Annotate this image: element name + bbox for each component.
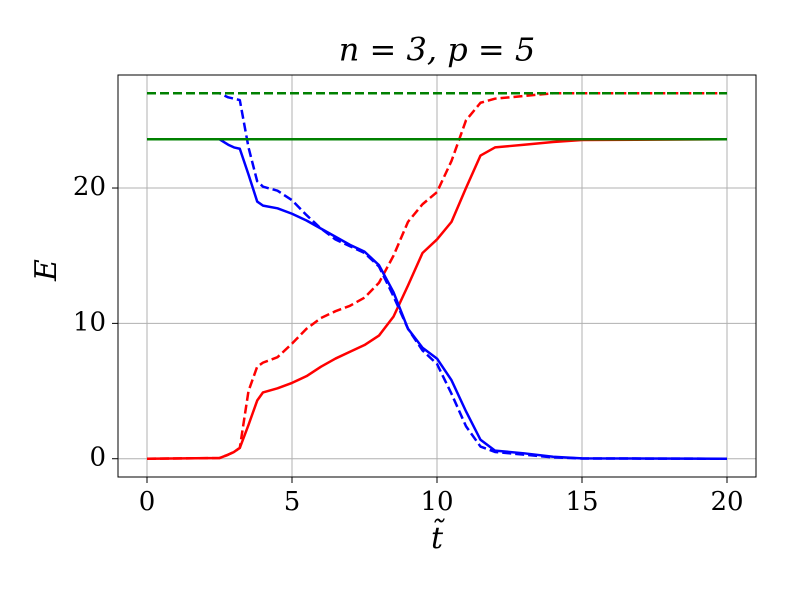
y-axis-label: E (29, 259, 64, 282)
chart-title: n = 3, p = 5 (339, 31, 535, 69)
x-tick-label: 0 (139, 487, 156, 517)
line-series (146, 138, 728, 460)
y-tick-label: 10 (73, 307, 106, 337)
plot-frame (117, 74, 757, 478)
x-tick-label: 15 (565, 487, 598, 517)
y-tick-label: 20 (73, 172, 106, 202)
x-tick-label: 20 (710, 487, 743, 517)
x-tick-label: 5 (284, 487, 301, 517)
y-tick-label: 0 (89, 443, 106, 473)
line-series (146, 92, 727, 460)
x-tick-label: 10 (420, 487, 453, 517)
x-axis-label: t̃ (431, 518, 446, 556)
